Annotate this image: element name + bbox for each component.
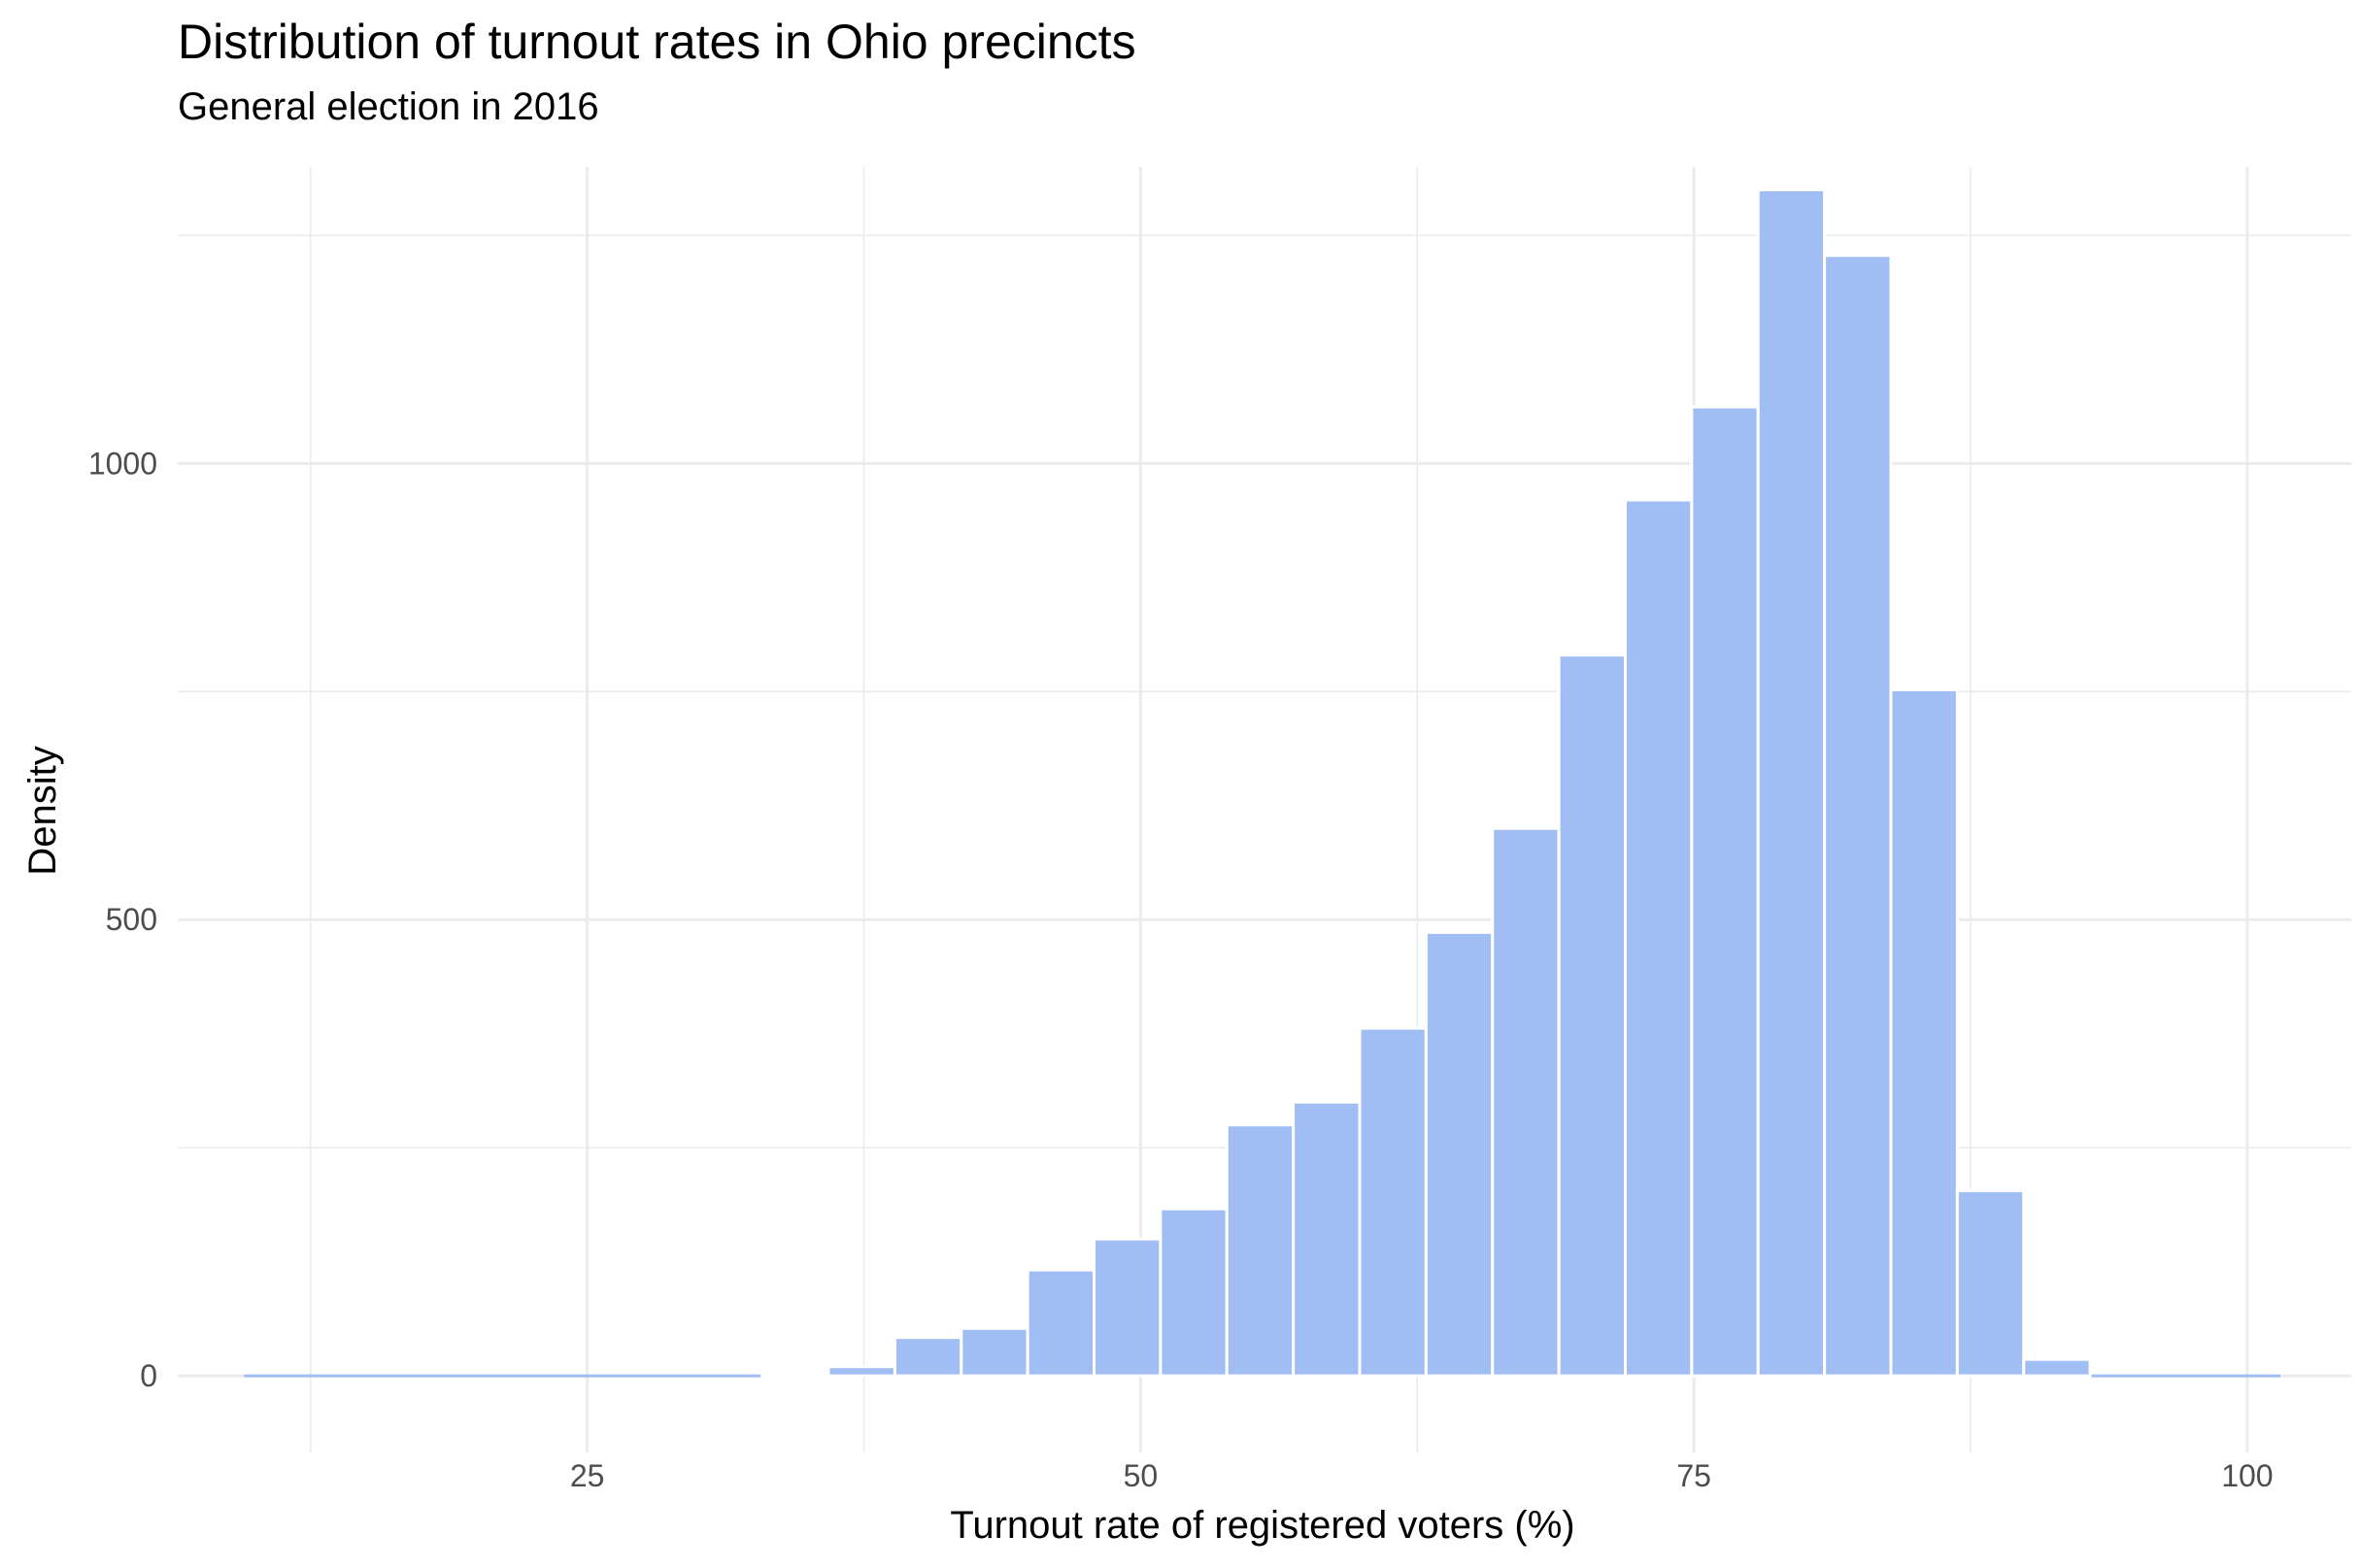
histogram-bar <box>1093 1237 1163 1378</box>
histogram-bar <box>1955 1188 2026 1378</box>
histogram-bar <box>1889 687 1959 1378</box>
y-tick-label: 500 <box>106 902 157 937</box>
y-axis-tick-labels: 0 500 1000 <box>88 446 157 1393</box>
histogram-bar <box>1159 1207 1229 1378</box>
x-tick-label: 75 <box>1676 1458 1711 1493</box>
histogram-bar <box>1557 653 1627 1378</box>
histogram-bar <box>1358 1026 1428 1378</box>
histogram-bar <box>2022 1357 2092 1378</box>
x-tick-label: 25 <box>570 1458 605 1493</box>
histogram-bars <box>760 187 2092 1378</box>
histogram-bar <box>826 1365 896 1378</box>
histogram-bar <box>1690 405 1760 1378</box>
histogram-bar <box>1026 1268 1096 1378</box>
histogram-bar <box>1292 1100 1362 1378</box>
x-axis-title: Turnout rate of registered voters (%) <box>950 1504 1574 1547</box>
histogram-bar <box>760 1372 830 1378</box>
histogram-bar <box>1491 826 1561 1378</box>
y-tick-label: 1000 <box>88 446 157 481</box>
histogram-bar <box>960 1326 1029 1378</box>
histogram-bar <box>1225 1123 1296 1378</box>
histogram-bar <box>1823 253 1893 1378</box>
x-tick-label: 50 <box>1124 1458 1159 1493</box>
histogram-bar <box>1623 498 1694 1378</box>
chart-title: Distribution of turnout rates in Ohio pr… <box>178 15 1136 69</box>
x-axis-tick-labels: 25 50 75 100 <box>570 1458 2274 1493</box>
x-tick-label: 100 <box>2221 1458 2273 1493</box>
histogram-bar <box>1756 187 1827 1378</box>
y-axis-title: Density <box>21 746 64 875</box>
chart-subtitle: General election in 2016 <box>178 85 599 128</box>
histogram-bar <box>893 1336 963 1378</box>
y-tick-label: 0 <box>140 1358 157 1393</box>
histogram-bar <box>1424 930 1495 1378</box>
